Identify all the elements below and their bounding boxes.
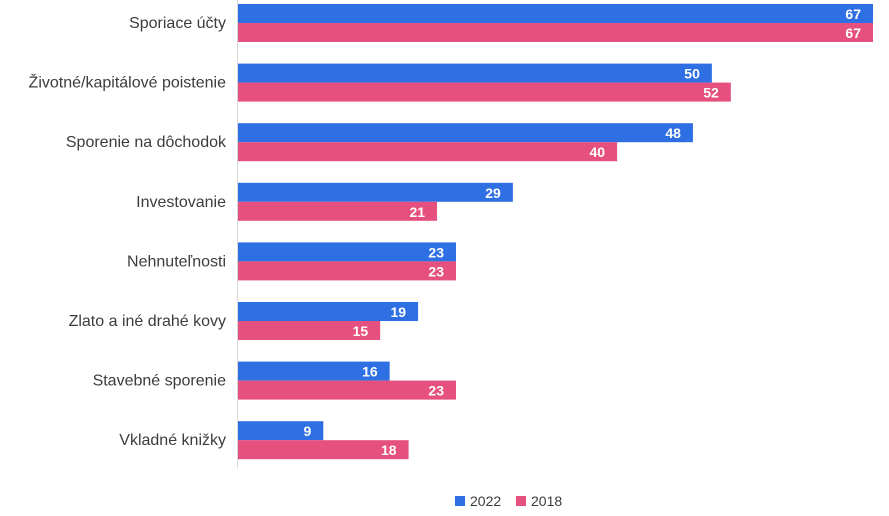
legend-swatch — [455, 496, 465, 506]
bar-2022 — [238, 4, 873, 23]
bar-2018 — [238, 23, 873, 42]
bar-2018 — [238, 82, 731, 102]
legend-label: 2022 — [470, 493, 501, 509]
value-label: 16 — [362, 364, 378, 380]
bar-2022 — [238, 63, 712, 83]
bar-2022 — [238, 123, 693, 143]
bar-2018 — [238, 380, 456, 400]
category-label: Nehnuteľnosti — [127, 253, 226, 270]
bar-2022 — [238, 421, 324, 441]
category-label: Investovanie — [136, 194, 226, 211]
value-label: 15 — [353, 323, 369, 339]
bar-2018 — [238, 142, 618, 162]
value-label: 50 — [684, 66, 700, 82]
value-label: 67 — [845, 25, 861, 41]
legend-label: 2018 — [531, 493, 562, 509]
value-label: 52 — [703, 85, 719, 101]
category-label: Zlato a iné drahé kovy — [69, 313, 226, 330]
category-label: Životné/kapitálové poistenie — [29, 73, 227, 92]
value-label: 48 — [665, 125, 681, 141]
bars — [238, 4, 873, 460]
value-label: 23 — [428, 383, 444, 399]
bar-2022 — [238, 242, 456, 262]
bar-2022 — [238, 361, 390, 381]
bar-2022 — [238, 182, 513, 202]
value-label: 9 — [304, 423, 312, 439]
bar-2018 — [238, 440, 409, 460]
category-label: Sporiace účty — [129, 15, 226, 32]
value-label: 19 — [390, 304, 406, 320]
bar-2018 — [238, 201, 438, 221]
value-label: 23 — [428, 244, 444, 260]
category-label: Vkladné knižky — [119, 432, 226, 449]
value-label: 18 — [381, 442, 397, 458]
value-label: 40 — [590, 144, 606, 160]
bar-2018 — [238, 261, 456, 281]
value-label: 29 — [485, 185, 501, 201]
legend: 2022 2018 — [455, 493, 562, 509]
category-labels: Sporiace účty Životné/kapitálové poisteni… — [29, 15, 227, 449]
value-label: 67 — [845, 6, 861, 22]
value-label: 21 — [409, 204, 425, 220]
bar-2022 — [238, 302, 419, 321]
category-label: Stavebné sporenie — [93, 373, 227, 390]
category-label: Sporenie na dôchodok — [66, 134, 227, 151]
value-label: 23 — [428, 263, 444, 279]
legend-swatch — [516, 496, 526, 506]
bar-2018 — [238, 321, 381, 340]
